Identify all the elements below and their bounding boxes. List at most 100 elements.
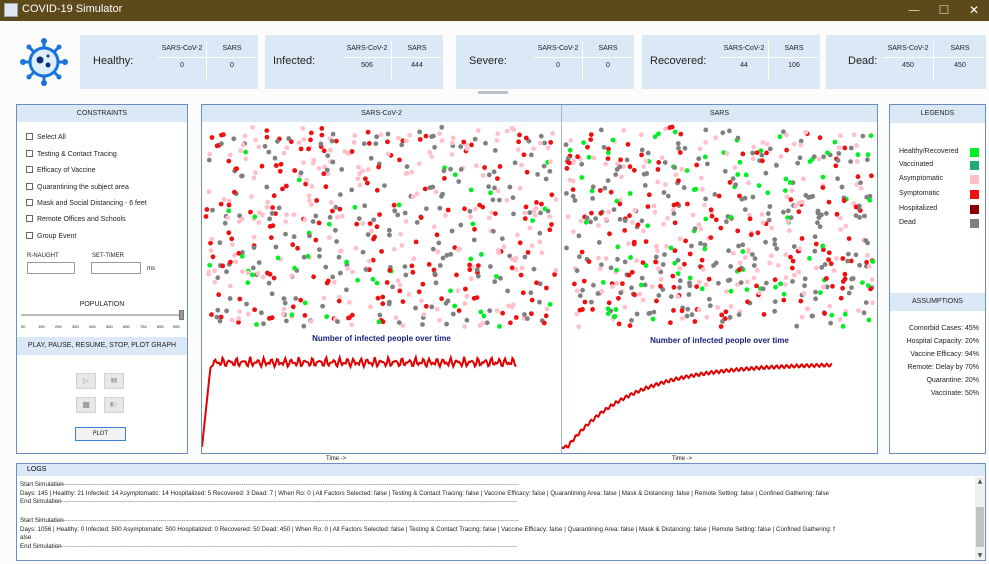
scroll-down-icon[interactable]: ▼ [977, 552, 983, 559]
checkbox-testing-contact-tracing[interactable]: Testing & Contact Tracing [26, 150, 117, 162]
person-dot [607, 231, 612, 237]
close-button[interactable]: ✕ [968, 3, 980, 17]
person-dot [615, 244, 621, 250]
person-dot [610, 284, 615, 289]
person-dot [357, 182, 363, 188]
person-dot [672, 248, 678, 254]
person-dot [750, 150, 756, 156]
checkbox-box[interactable] [26, 166, 33, 173]
person-dot [581, 140, 586, 145]
checkbox-box[interactable] [26, 199, 33, 206]
person-dot [746, 247, 751, 253]
person-dot [626, 241, 631, 247]
slider-tick-label: 50 [21, 324, 26, 329]
set-timer-input[interactable] [91, 262, 141, 274]
population-slider-thumb[interactable] [179, 310, 184, 320]
maximize-button[interactable]: ☐ [938, 3, 950, 17]
person-dot [682, 145, 688, 151]
person-dot [501, 244, 507, 250]
person-dot [495, 131, 501, 136]
play-button[interactable]: ▷ [76, 373, 96, 389]
stop-button[interactable]: ■ [76, 397, 96, 413]
person-dot [245, 280, 251, 286]
person-dot [742, 207, 748, 212]
person-dot [497, 324, 502, 329]
person-dot [395, 278, 401, 284]
person-dot [273, 244, 279, 250]
person-dot [870, 300, 876, 306]
person-dot [616, 321, 622, 327]
checkbox-box[interactable] [26, 215, 33, 222]
person-dot [702, 246, 708, 252]
person-dot [231, 136, 237, 142]
splitter-handle[interactable] [478, 91, 508, 94]
logs-scrollbar[interactable]: ▲ ▼ [975, 477, 985, 560]
person-dot [251, 234, 257, 240]
checkbox-box[interactable] [26, 183, 33, 190]
checkbox-group-event[interactable]: Group Event [26, 232, 76, 244]
checkbox-box[interactable] [26, 232, 33, 239]
checkbox-efficacy-of-vaccine[interactable]: Efficacy of Vaccine [26, 166, 96, 178]
r-naught-input[interactable] [27, 262, 75, 274]
stat-value: 0 [180, 62, 184, 69]
person-dot [493, 211, 498, 216]
pause-button[interactable]: ▮▮ [104, 373, 124, 389]
legend-swatch [970, 161, 979, 170]
person-dot [455, 288, 461, 294]
person-dot [614, 281, 620, 286]
checkbox-box[interactable] [26, 150, 33, 157]
person-dot [377, 212, 382, 217]
person-dot [709, 213, 715, 219]
checkbox-quarantine[interactable]: Quarantining the subject area [26, 183, 129, 195]
person-dot [475, 273, 481, 279]
checkbox-remote-offices[interactable]: Remote Offices and Schools [26, 215, 126, 227]
person-dot [760, 220, 766, 226]
person-dot [791, 141, 797, 147]
person-dot [643, 239, 649, 244]
person-dot [544, 306, 550, 312]
resume-button[interactable]: ▮▷ [104, 397, 124, 413]
plot-button[interactable]: PLOT [75, 427, 126, 441]
person-dot [523, 204, 529, 210]
person-dot [210, 254, 216, 260]
stat-label: Infected: [273, 55, 316, 67]
logs-text-area[interactable]: Start Simulation - - - - - - - - - - - -… [17, 476, 971, 560]
checkbox-box[interactable] [26, 133, 33, 140]
person-dot [835, 158, 841, 163]
population-slider-track[interactable] [21, 314, 183, 316]
scrollbar-thumb[interactable] [976, 507, 984, 547]
person-dot [626, 272, 632, 278]
person-dot [397, 288, 403, 294]
person-dot [445, 298, 451, 304]
person-dot [509, 265, 515, 271]
person-dot [368, 155, 374, 161]
person-dot [326, 221, 332, 227]
person-dot [280, 186, 285, 192]
person-dot [301, 160, 306, 165]
checkbox-mask-distancing[interactable]: Mask and Social Distancing - 6 feet [26, 199, 147, 211]
person-dot [529, 297, 535, 303]
scroll-up-icon[interactable]: ▲ [977, 478, 983, 485]
person-dot [507, 184, 513, 190]
minimize-button[interactable]: — [908, 3, 920, 17]
checkbox-select-all[interactable]: Select All [26, 133, 66, 145]
person-dot [838, 215, 843, 221]
person-dot [483, 140, 488, 146]
person-dot [488, 264, 493, 269]
person-dot [575, 154, 580, 160]
person-dot [515, 147, 521, 152]
person-dot [229, 242, 235, 247]
person-dot [783, 252, 789, 257]
person-dot [737, 267, 742, 273]
person-dot [659, 155, 665, 160]
person-dot [822, 262, 828, 267]
person-dot [409, 169, 415, 175]
person-dot [254, 322, 259, 327]
person-dot [407, 132, 413, 138]
person-dot [832, 139, 838, 145]
person-dot [824, 284, 830, 290]
person-dot [237, 296, 243, 302]
person-dot [590, 196, 595, 201]
person-dot [564, 191, 569, 196]
person-dot [306, 146, 311, 152]
